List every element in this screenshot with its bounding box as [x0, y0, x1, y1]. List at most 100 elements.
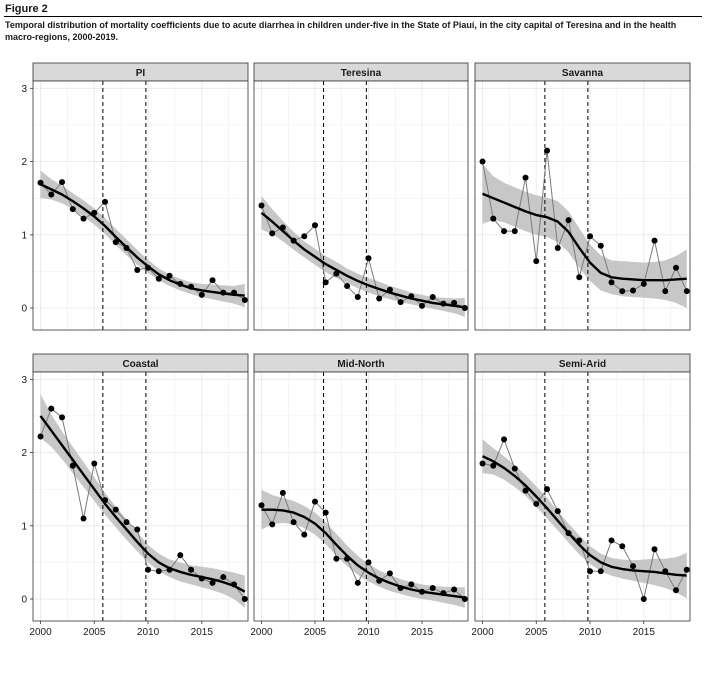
data-point	[533, 258, 540, 265]
panel-border	[253, 371, 469, 622]
data-point	[258, 502, 265, 509]
data-point	[123, 244, 130, 251]
data-point	[440, 300, 447, 307]
data-point	[279, 489, 286, 496]
panel-title: PI	[136, 68, 146, 79]
data-point	[188, 283, 195, 290]
y-tick-label: 1	[21, 521, 27, 532]
data-point	[418, 588, 425, 595]
trend-line	[39, 415, 246, 593]
data-point	[608, 537, 615, 544]
data-point	[640, 280, 647, 287]
data-point	[673, 587, 680, 594]
plot-background	[254, 372, 468, 621]
data-point	[354, 294, 361, 301]
series	[482, 81, 688, 330]
data-point	[451, 586, 458, 593]
data-point	[565, 217, 572, 224]
x-tick-label: 2015	[411, 627, 434, 638]
panel-title: Teresina	[341, 68, 382, 79]
x-tick-label: 2005	[83, 627, 106, 638]
confidence-band	[482, 163, 687, 309]
data-point	[37, 433, 44, 440]
data-point	[501, 436, 508, 443]
data-point	[683, 566, 690, 573]
y-tick-label: 0	[21, 304, 27, 315]
x-tick-label: 2000	[250, 627, 273, 638]
data-point	[80, 215, 87, 222]
data-point	[587, 568, 594, 575]
data-point	[608, 279, 615, 286]
data-point	[354, 579, 361, 586]
y-tick-label: 1	[21, 230, 27, 241]
data-point	[490, 215, 497, 222]
data-point	[544, 486, 551, 493]
data-point	[651, 237, 658, 244]
panel-title: Semi-Arid	[559, 359, 606, 370]
data-point	[662, 568, 669, 575]
data-point	[209, 579, 216, 586]
data-point	[59, 414, 66, 421]
x-tick-label: 2010	[357, 627, 380, 638]
trend-line	[261, 508, 465, 599]
data-point	[576, 274, 583, 281]
panel-savanna: Savanna	[474, 62, 691, 331]
data-point	[408, 293, 415, 300]
data-point	[376, 295, 383, 302]
data-point	[490, 462, 497, 469]
data-point	[177, 552, 184, 559]
x-tick-label: 2000	[29, 627, 52, 638]
data-point	[662, 288, 669, 295]
data-point	[344, 283, 351, 290]
data-point	[48, 191, 55, 198]
data-point	[565, 530, 572, 537]
data-point	[102, 198, 109, 205]
panel-border	[32, 371, 249, 622]
data-point	[177, 280, 184, 287]
data-point	[386, 570, 393, 577]
figure-caption: Temporal distribution of mortality coeff…	[5, 20, 677, 42]
y-tick-label: 3	[21, 84, 27, 95]
data-point	[344, 555, 351, 562]
y-tick-label: 3	[21, 375, 27, 386]
plot-background	[254, 81, 468, 330]
data-point	[397, 299, 404, 306]
data-point	[269, 521, 276, 528]
data-point	[511, 465, 518, 472]
data-point	[418, 302, 425, 309]
data-point	[198, 291, 205, 298]
y-tick-label: 2	[21, 448, 27, 459]
y-tick-label: 0	[21, 595, 27, 606]
data-point	[134, 266, 141, 273]
data-point	[376, 577, 383, 584]
data-point	[683, 288, 690, 295]
data-point	[231, 581, 238, 588]
data-point	[311, 222, 318, 229]
data-point	[301, 531, 308, 538]
data-point	[397, 585, 404, 592]
data-point	[69, 462, 76, 469]
data-point	[311, 498, 318, 505]
data-point	[554, 244, 561, 251]
data-point	[440, 590, 447, 597]
panel-coastal: Coastal 0 1 2 3 2000 2005 2010 2015	[21, 353, 249, 638]
panel-title: Coastal	[122, 359, 158, 370]
data-point	[301, 233, 308, 240]
data-point	[290, 237, 297, 244]
figure-label: Figure 2	[5, 3, 48, 15]
data-point	[145, 264, 152, 271]
data-point	[220, 289, 227, 296]
grid	[475, 372, 690, 621]
data-point	[451, 299, 458, 306]
data-point	[429, 585, 436, 592]
trend-line	[482, 192, 687, 282]
data-point	[112, 506, 119, 513]
data-point	[630, 287, 637, 294]
data-point	[333, 270, 340, 277]
x-tick-label: 2010	[137, 627, 160, 638]
panel-title: Savanna	[562, 68, 604, 79]
data-point	[80, 515, 87, 522]
x-tick-label: 2000	[471, 627, 494, 638]
data-point	[231, 289, 238, 296]
